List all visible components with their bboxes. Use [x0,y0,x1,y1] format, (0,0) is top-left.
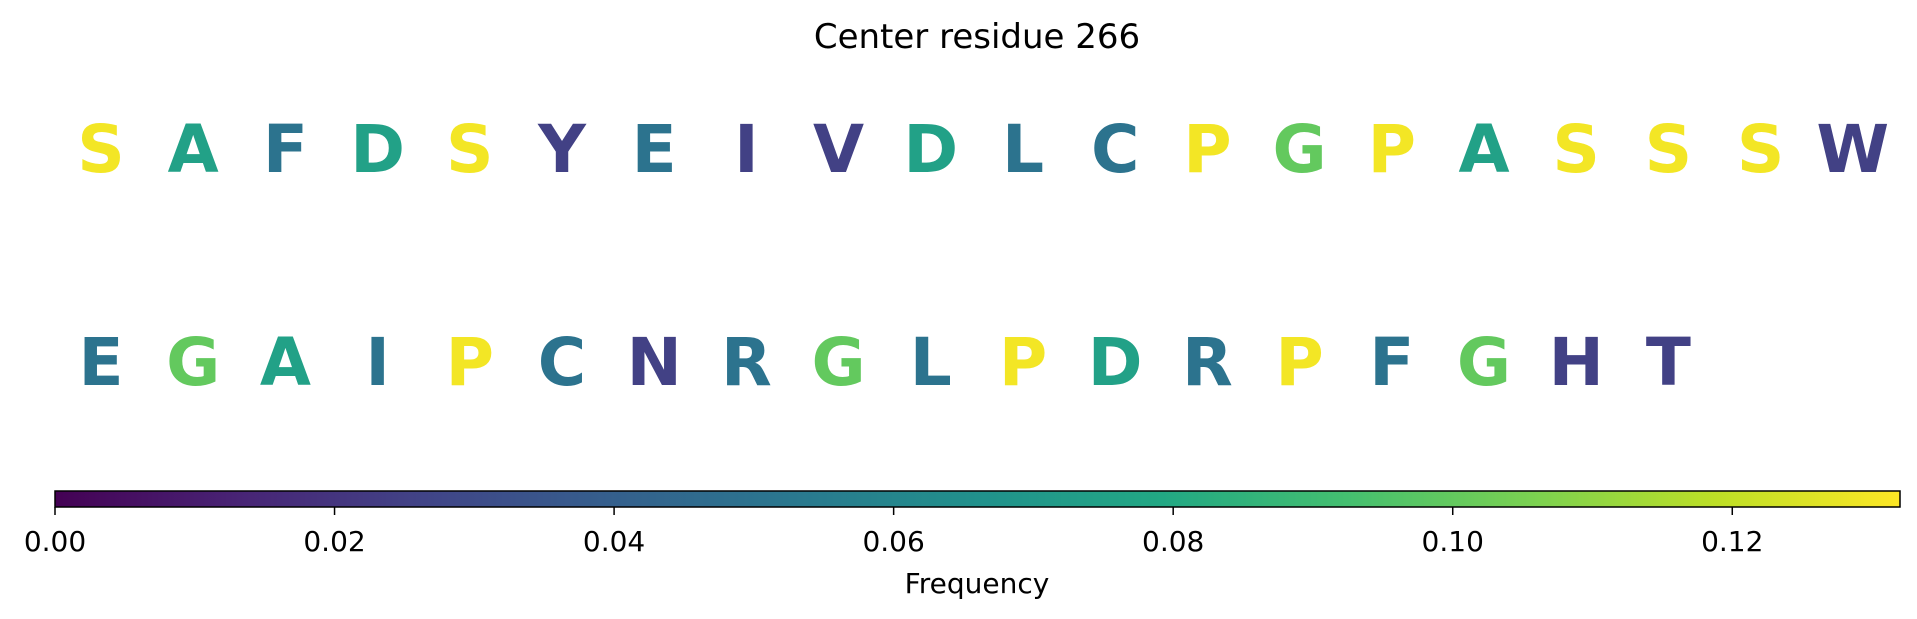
colorbar-gradient [54,490,1901,508]
residue-letter: P [1183,111,1231,188]
residue-letter: H [1549,324,1604,401]
residue-letter: S [446,111,494,188]
residue-letter: S [77,111,125,188]
residue-letter: D [350,111,405,188]
colorbar-tick-label: 0.00 [24,525,86,558]
residue-letter: I [365,324,390,401]
chart-title: Center residue 266 [814,17,1140,57]
residue-letter: C [538,324,586,401]
colorbar-tick-label: 0.10 [1422,525,1484,558]
residue-letter: F [1369,324,1414,401]
residue-letter: P [1275,324,1323,401]
residue-letter: S [1645,111,1693,188]
residue-letter: Y [537,111,587,188]
residue-letter: P [446,324,494,401]
colorbar-ticks: 0.00 0.02 0.04 0.06 0.08 0.10 0.12 [24,507,1763,558]
colorbar-tick-label: 0.08 [1142,525,1204,558]
residue-letter: N [627,324,682,401]
colorbar: 0.00 0.02 0.04 0.06 0.08 0.10 0.12 Frequency [24,490,1901,600]
residue-letter: R [1182,324,1233,401]
residue-letter: E [632,111,677,188]
colorbar-label: Frequency [905,567,1050,600]
colorbar-tick-label: 0.02 [303,525,365,558]
residue-letter: G [1273,111,1327,188]
residue-letter: P [999,324,1047,401]
residue-letter: D [903,111,958,188]
residue-letter: G [1457,324,1511,401]
residue-letter: I [734,111,759,188]
residue-letter: G [166,324,220,401]
residue-letter: A [1458,111,1509,188]
residue-letter: V [813,111,864,188]
residue-letter: P [1368,111,1416,188]
residue-letter: R [721,324,772,401]
residue-letter: S [1552,111,1600,188]
colorbar-tick-label: 0.12 [1701,525,1763,558]
colorbar-tick-label: 0.06 [862,525,924,558]
residue-letter: E [78,324,123,401]
residue-letter: A [168,111,219,188]
residue-letter: C [1091,111,1139,188]
residue-letter: D [1088,324,1143,401]
residue-letter: L [1002,111,1044,188]
colorbar-tick-label: 0.04 [583,525,645,558]
residue-letter: F [263,111,308,188]
residue-letter: L [910,324,952,401]
residue-letter: A [260,324,311,401]
residue-letter: G [812,324,866,401]
residue-letter: S [1737,111,1785,188]
residue-grid: S A F D S Y E I V D L C P G P A S S S WE G A I P C N R G L P D R P F G H T [77,111,1889,401]
residue-letter: W [1816,111,1889,188]
residue-letter: T [1646,324,1691,401]
